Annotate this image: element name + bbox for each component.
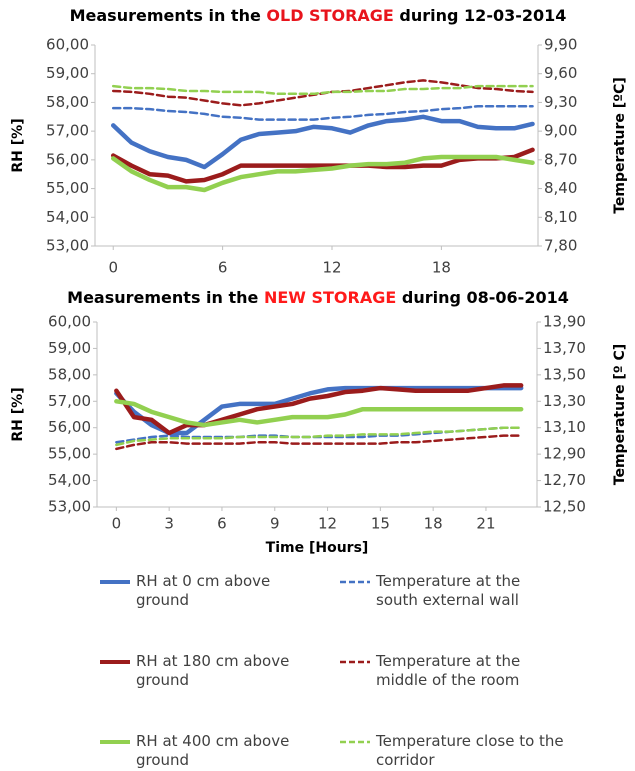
legend-item: Temperature at the middle of the room [338,652,578,712]
chart-title: Measurements in the NEW STORAGE during 0… [67,288,569,307]
y2-tick-label: 13,10 [543,418,586,436]
legend-item: RH at 400 cm above ground [98,732,338,771]
series-line [110,114,535,170]
y-axis-title: RH [%] [10,387,26,441]
y-tick-label: 56,00 [46,150,89,168]
legend-label: Temperature at the south external wall [376,572,521,609]
y-tick-label: 54,00 [46,208,89,226]
x-tick-label: 12 [318,515,337,533]
title-part: NEW STORAGE [264,288,396,307]
x-axis-title: Time [Hours] [266,540,369,556]
x-tick-label: 0 [108,259,118,277]
series-line [111,84,534,96]
legend-swatch [340,740,370,744]
series-line [115,426,523,447]
y2-tick-label: 13,30 [543,392,586,410]
x-tick-label: 18 [432,259,451,277]
legend-swatch [340,580,370,584]
y-axis-title: RH [%] [10,118,26,172]
legend-item: RH at 180 cm above ground [98,652,338,712]
series-line [114,383,524,436]
x-tick-label: 3 [164,515,174,533]
x-tick-label: 18 [424,515,443,533]
y2-tick-label: 9,60 [544,64,577,82]
legend-swatch [100,580,130,584]
title-part: OLD STORAGE [266,6,393,25]
legend-swatch [100,660,130,664]
title-part: during 12-03-2014 [394,6,567,25]
y-tick-label: 58,00 [48,365,91,383]
y2-tick-label: 7,80 [544,237,577,255]
x-tick-label: 15 [371,515,390,533]
x-tick-label: 0 [112,515,122,533]
y2-tick-label: 12,50 [543,498,586,516]
title-part: Measurements in the [67,288,264,307]
y-tick-label: 57,00 [46,122,89,140]
y-tick-label: 56,00 [48,418,91,436]
x-tick-label: 6 [218,259,228,277]
title-part: Measurements in the [70,6,267,25]
x-tick-label: 12 [322,259,341,277]
y2-tick-label: 12,90 [543,445,586,463]
legend-label: RH at 400 cm above ground [136,732,290,769]
y2-tick-label: 13,70 [543,339,586,357]
y2-tick-label: 13,90 [543,313,586,331]
y-tick-label: 60,00 [46,36,89,54]
y2-tick-label: 8,10 [544,208,577,226]
legend-label: Temperature at the middle of the room [376,652,521,689]
y-tick-label: 55,00 [46,179,89,197]
title-part: during 08-06-2014 [396,288,569,307]
series-line [111,105,534,121]
x-tick-label: 6 [217,515,227,533]
y-tick-label: 58,00 [46,93,89,111]
charts: Measurements in the OLD STORAGE during 1… [10,6,628,557]
y-tick-label: 53,00 [46,237,89,255]
legend-label: RH at 180 cm above ground [136,652,290,689]
x-tick-label: 21 [476,515,495,533]
y2-tick-label: 8,70 [544,150,577,168]
y2-tick-label: 9,00 [544,122,577,140]
legend-label: RH at 0 cm above ground [136,572,271,609]
y-tick-label: 54,00 [48,471,91,489]
y-tick-label: 59,00 [46,64,89,82]
y2-tick-label: 12,70 [543,471,586,489]
legend: RH at 0 cm above ground Temperature at th… [0,560,635,771]
legend-item: Temperature at the south external wall [338,572,578,632]
legend-item: Temperature close to the corridor [338,732,578,771]
series-line [114,399,524,428]
series-line [110,147,535,184]
y2-tick-label: 9,30 [544,93,577,111]
legend-item: RH at 0 cm above ground [98,572,338,632]
legend-swatch [100,740,130,744]
y2-tick-label: 13,50 [543,365,586,383]
series-line [115,434,523,451]
y-tick-label: 60,00 [48,313,91,331]
y2-tick-label: 9,90 [544,36,577,54]
legend-swatch [340,660,370,664]
chart-title: Measurements in the OLD STORAGE during 1… [70,6,567,25]
y-tick-label: 55,00 [48,445,91,463]
y2-tick-label: 8,40 [544,179,577,197]
y-tick-label: 59,00 [48,339,91,357]
x-tick-label: 9 [270,515,280,533]
y-tick-label: 57,00 [48,392,91,410]
series-line [110,154,535,193]
y2-axis-title: Temperature [ºC] [612,77,628,214]
y2-axis-title: Temperature [º C] [612,344,628,485]
series-line [114,385,524,436]
legend-label: Temperature close to the corridor [376,732,564,769]
y-tick-label: 53,00 [48,498,91,516]
